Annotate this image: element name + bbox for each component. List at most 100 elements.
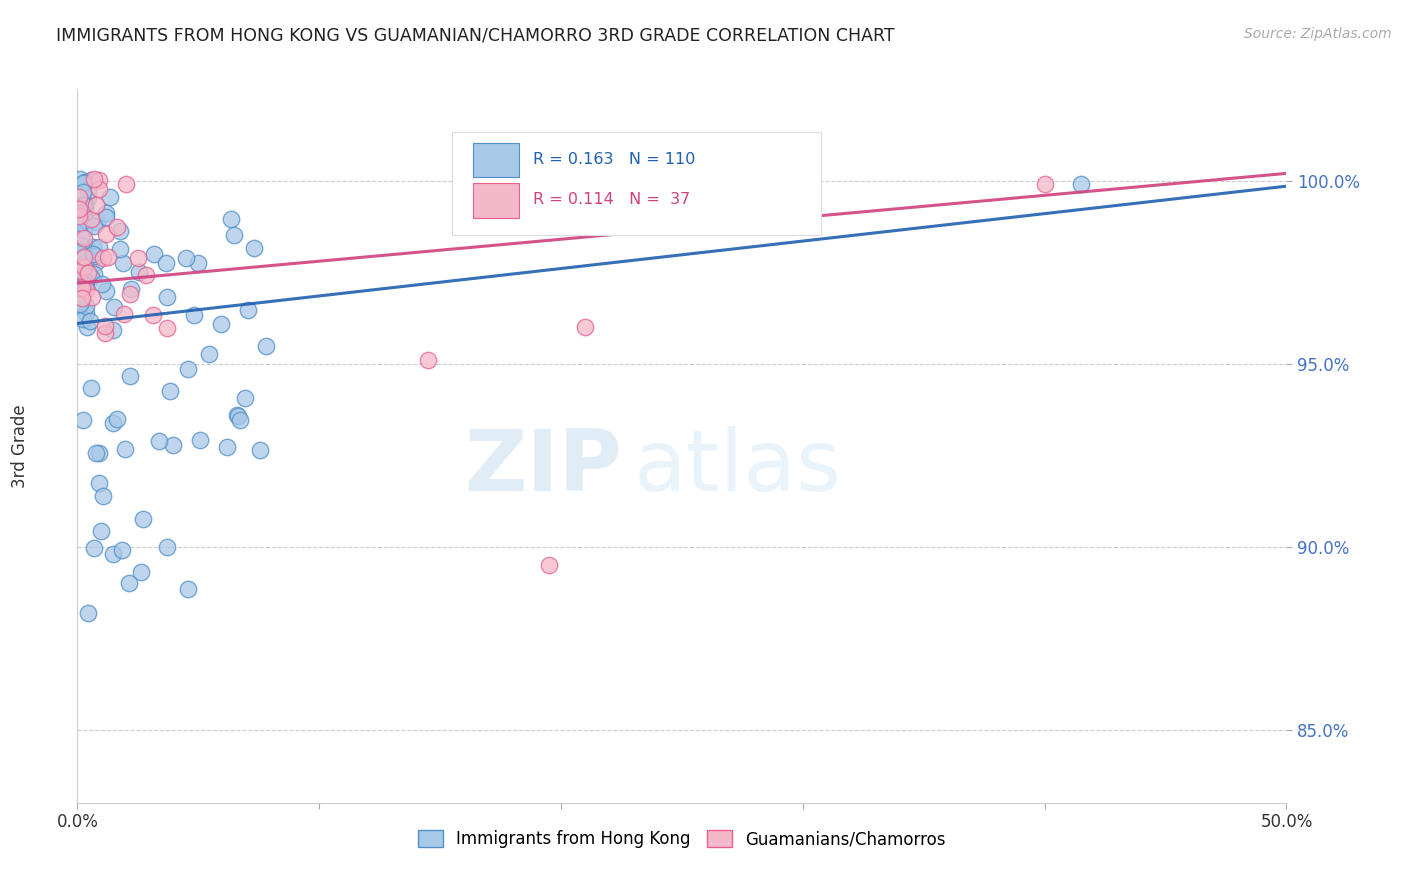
Legend: Immigrants from Hong Kong, Guamanians/Chamorros: Immigrants from Hong Kong, Guamanians/Ch…: [411, 823, 953, 855]
Point: [243, 241, 266, 255]
Point: [73, 231, 96, 245]
Point: [87, 476, 110, 491]
Point: [67, 202, 90, 216]
Point: [148, 434, 170, 449]
FancyBboxPatch shape: [453, 132, 821, 235]
Point: [75, 283, 97, 297]
Point: [97, 251, 120, 265]
Text: R = 0.163   N = 110: R = 0.163 N = 110: [533, 152, 696, 167]
Point: [176, 582, 198, 596]
Point: [67, 247, 90, 261]
Point: [77, 191, 100, 205]
Point: [86, 215, 108, 229]
Point: [75, 299, 97, 313]
Point: [76, 184, 98, 198]
Point: [77, 265, 100, 279]
Point: [228, 409, 250, 423]
Point: [91, 490, 114, 504]
Point: [183, 308, 205, 322]
Point: [211, 318, 233, 332]
Point: [94, 227, 117, 242]
Point: [249, 442, 271, 457]
Point: [118, 286, 141, 301]
Point: [82, 290, 104, 304]
Point: [87, 182, 110, 196]
Text: IMMIGRANTS FROM HONG KONG VS GUAMANIAN/CHAMORRO 3RD GRADE CORRELATION CHART: IMMIGRANTS FROM HONG KONG VS GUAMANIAN/C…: [56, 27, 894, 45]
Y-axis label: 3rd Grade: 3rd Grade: [11, 404, 28, 488]
Point: [83, 172, 105, 186]
Point: [162, 437, 184, 451]
Point: [1070, 178, 1092, 192]
Point: [69, 294, 91, 309]
Point: [72, 281, 94, 295]
Point: [156, 540, 179, 554]
Point: [238, 303, 260, 318]
Text: atlas: atlas: [634, 425, 842, 509]
Point: [89, 240, 111, 254]
Point: [70, 201, 93, 215]
Point: [83, 267, 105, 281]
Point: [69, 272, 91, 286]
Point: [416, 353, 439, 368]
Point: [118, 575, 141, 590]
Point: [105, 411, 128, 425]
Point: [108, 224, 131, 238]
Point: [72, 186, 94, 200]
Point: [72, 312, 94, 326]
Point: [254, 339, 277, 353]
Point: [120, 369, 142, 384]
Point: [73, 175, 96, 189]
Point: [537, 558, 560, 572]
Point: [70, 229, 93, 244]
Point: [105, 219, 128, 234]
Point: [155, 256, 177, 270]
Point: [91, 277, 114, 291]
Point: [80, 381, 103, 395]
Bar: [472, 143, 519, 177]
Point: [72, 412, 94, 426]
Point: [112, 256, 135, 270]
Point: [1033, 178, 1056, 192]
Point: [142, 308, 165, 322]
Point: [67, 209, 90, 223]
Point: [75, 306, 97, 320]
Bar: [472, 184, 519, 218]
Point: [67, 255, 90, 269]
Point: [187, 256, 209, 270]
Point: [127, 252, 149, 266]
Point: [69, 171, 91, 186]
Point: [159, 384, 181, 398]
Point: [82, 240, 104, 254]
Point: [84, 254, 107, 268]
Point: [188, 433, 211, 447]
Point: [76, 249, 98, 263]
Text: R = 0.114   N =  37: R = 0.114 N = 37: [533, 193, 690, 207]
Point: [76, 319, 98, 334]
Point: [73, 274, 96, 288]
Point: [84, 445, 107, 459]
Point: [84, 249, 107, 263]
Point: [135, 268, 157, 282]
Point: [82, 247, 104, 261]
Point: [574, 320, 596, 334]
Point: [67, 189, 90, 203]
Point: [75, 256, 97, 270]
Point: [228, 412, 250, 426]
Point: [217, 440, 239, 454]
Point: [79, 314, 101, 328]
Point: [94, 318, 117, 333]
Point: [83, 219, 105, 233]
Point: [67, 272, 90, 286]
Point: [112, 307, 135, 321]
Point: [101, 323, 124, 337]
Point: [174, 251, 197, 265]
Point: [73, 251, 96, 265]
Point: [89, 446, 111, 460]
Point: [84, 198, 107, 212]
Point: [156, 290, 179, 304]
Point: [131, 566, 153, 580]
Point: [128, 265, 150, 279]
Point: [120, 282, 142, 296]
Point: [73, 277, 96, 292]
Point: [225, 408, 247, 422]
